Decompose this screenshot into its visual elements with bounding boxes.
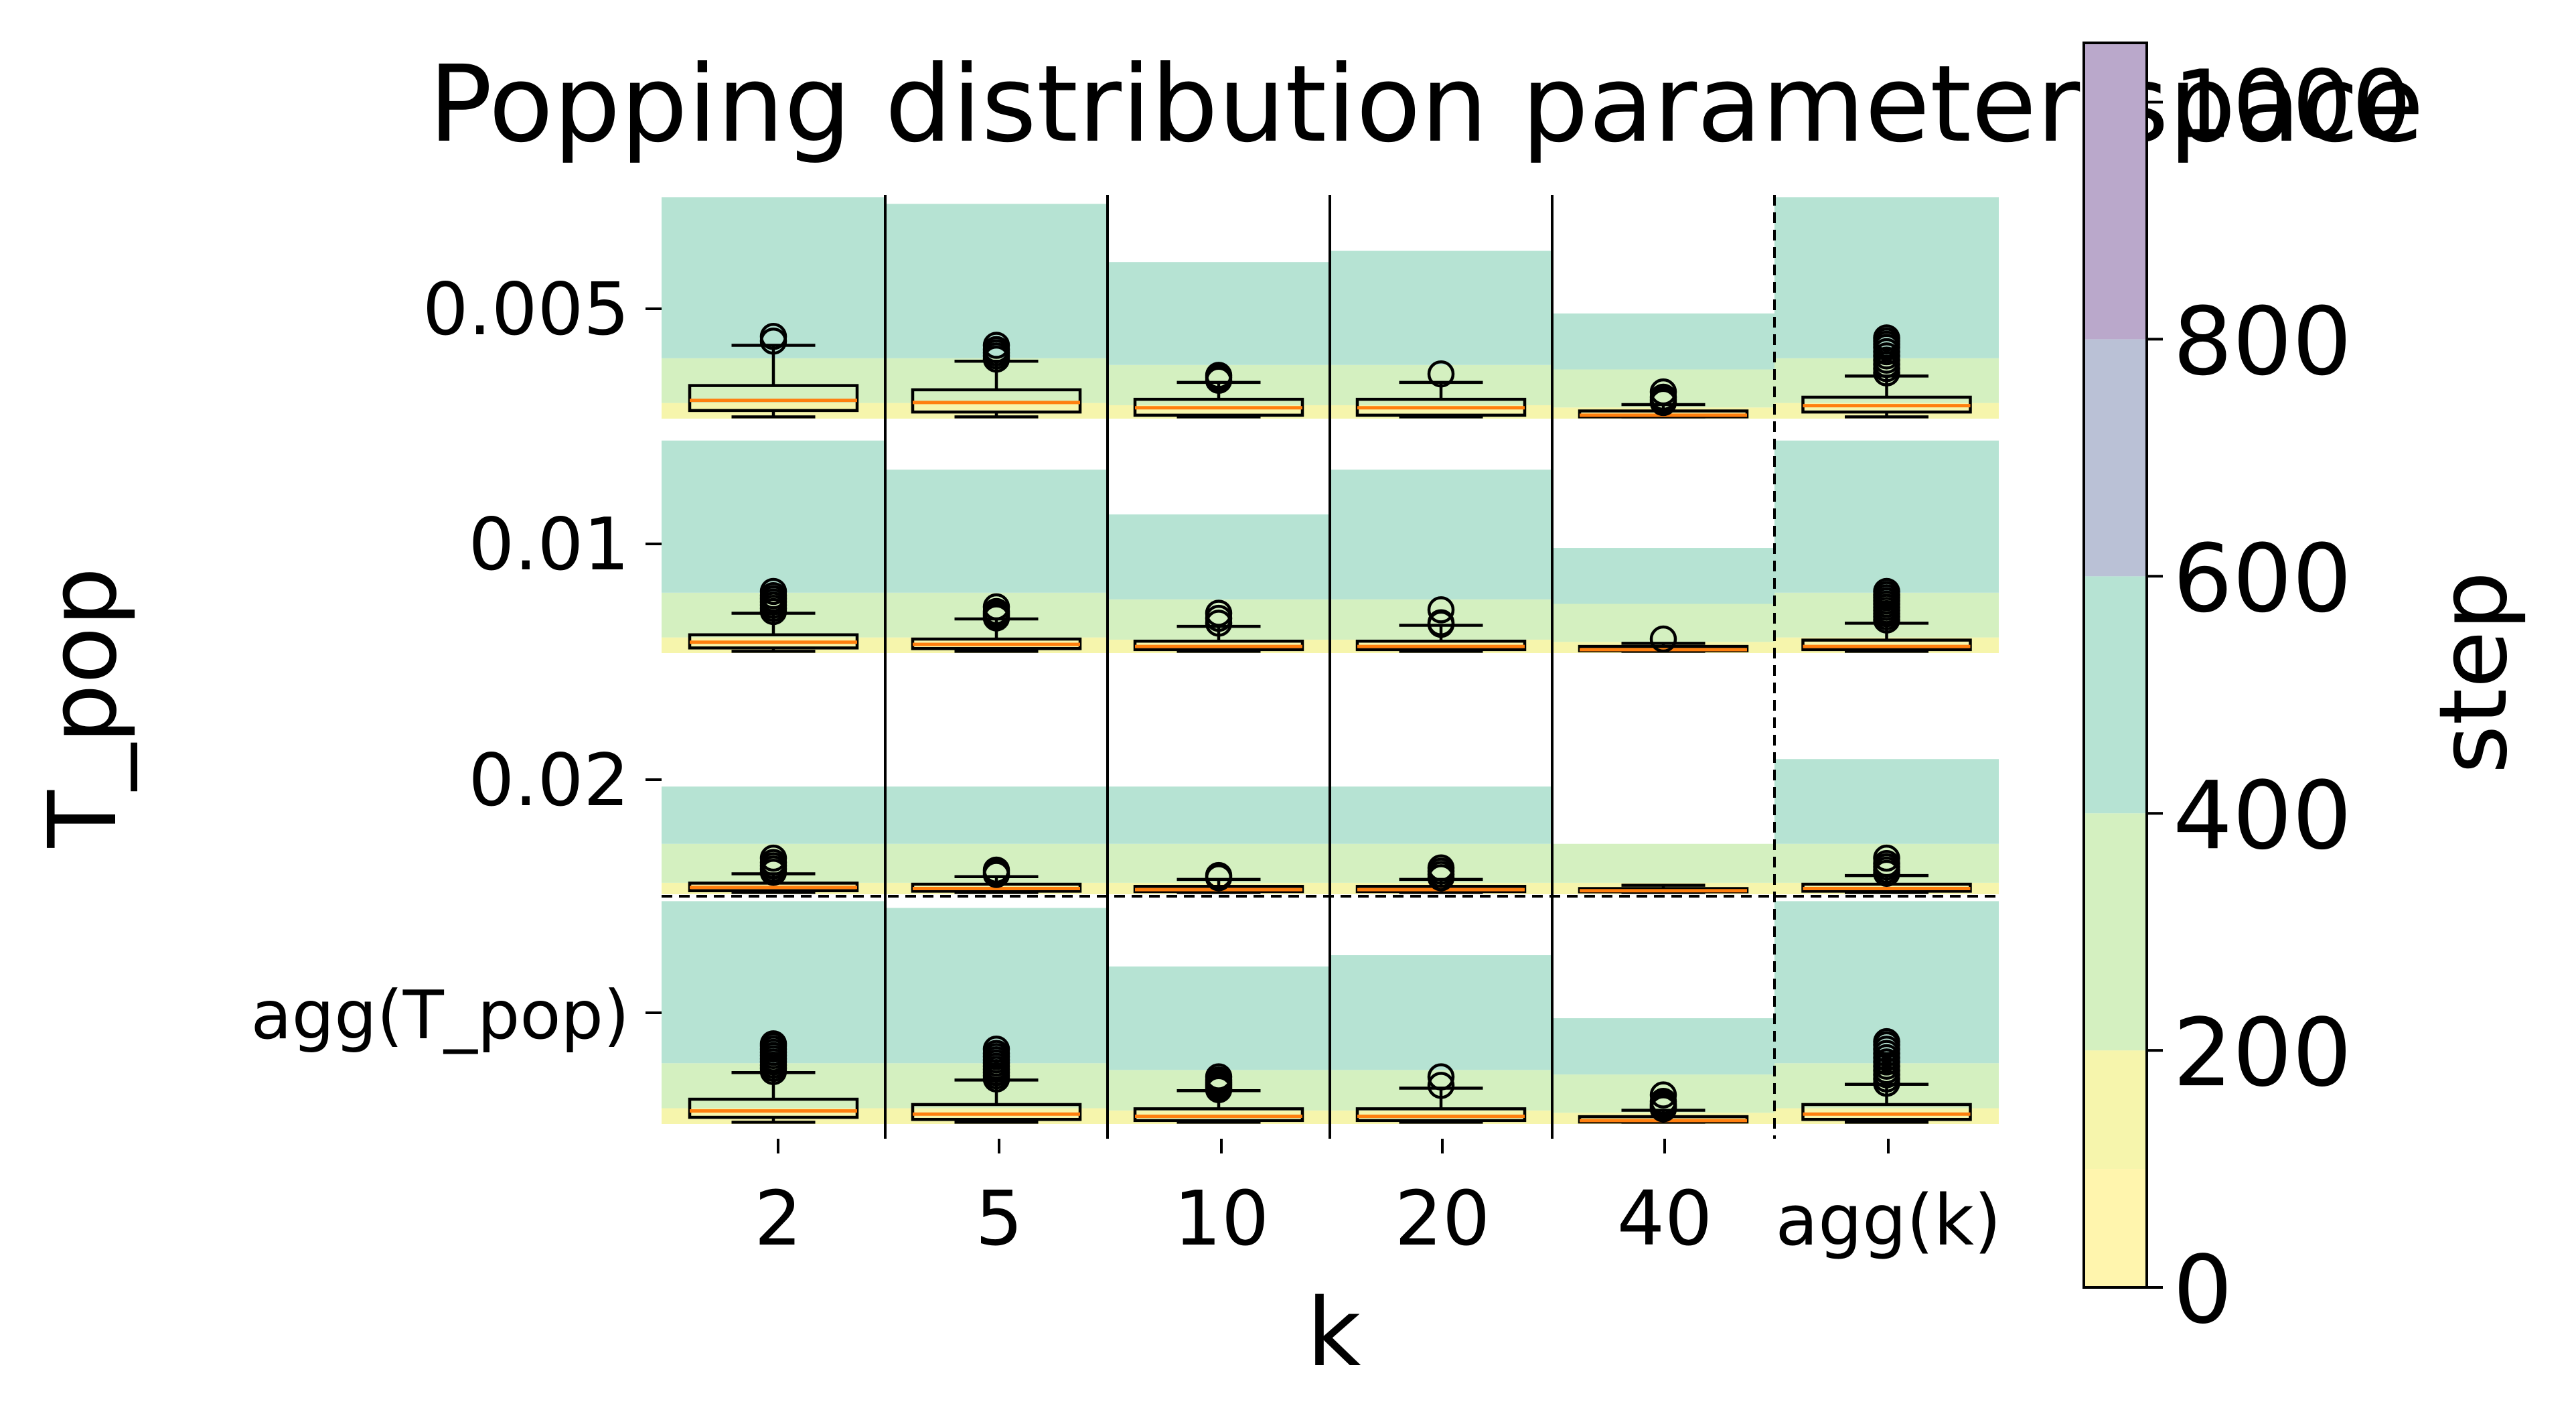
outlier-point [1427,1063,1455,1090]
cell-band [662,197,885,358]
cell-band [1108,786,1330,844]
x-tick-label: 10 [1174,1176,1270,1263]
cell-band [662,440,885,593]
colorbar-tick-label: 400 [2173,762,2352,871]
cell-band [1330,251,1552,365]
y-tick-label: 0.01 [469,503,629,587]
colorbar-segment [2084,339,2147,577]
box [1801,1103,1972,1121]
y-axis-label: T_pop [29,567,138,849]
box [911,1103,1082,1121]
cell-band [1108,514,1330,600]
cell-band [1552,604,1774,642]
outlier-point [982,1036,1010,1063]
outlier-point [1873,844,1900,872]
outlier-point [1427,609,1455,636]
outlier-point [759,577,787,606]
outlier-point [1427,1072,1455,1099]
colorbar-segment [2084,576,2147,814]
cell-band [1330,786,1552,844]
x-ticks: 2 5 10 20 40 agg(k) [754,1139,2001,1263]
outlier-point [1205,362,1233,389]
cell-band [1552,843,1774,883]
x-tick-label: 20 [1395,1176,1491,1263]
cell-band [885,470,1108,593]
outlier-point [1649,1087,1677,1115]
outlier-point [759,1030,787,1058]
x-tick-label: 5 [975,1176,1022,1263]
outlier-point [1873,1028,1900,1056]
colorbar-tick-label: 800 [2173,287,2352,397]
box [688,384,859,413]
colorbar-tick-label: 0 [2173,1236,2232,1345]
cell-band [1330,470,1552,600]
outlier-point [1873,324,1900,352]
cell-band [1552,548,1774,604]
y-tick-label: agg(T_pop) [251,976,629,1054]
colorbar-label: step [2419,571,2528,774]
x-axis-label: k [1306,1279,1361,1388]
cell-band [1108,262,1330,365]
outlier-point [1649,378,1677,406]
y-tick-label: 0.02 [469,739,629,823]
grid-separators [662,195,1999,1139]
outlier-point [1427,596,1455,624]
outlier-point [1205,861,1233,890]
outlier-point [1649,625,1677,653]
y-ticks: 0.005 0.01 0.02 agg(T_pop) [251,268,662,1054]
outlier-point [1205,600,1233,627]
x-tick-label: 2 [754,1176,802,1263]
cell-band [1552,1018,1774,1075]
colorbar: 0 200 400 600 800 1000 [2082,42,2411,1345]
box [688,1097,859,1119]
colorbar-tick-label: 600 [2173,524,2352,634]
colorbar-segment [2084,813,2147,1051]
colorbar-tick-label: 200 [2173,999,2352,1108]
box-plots [688,323,1972,1124]
outlier-point [759,844,787,872]
colorbar-frame [2082,42,2148,1289]
outlier-point [759,323,787,350]
cell-band [1774,759,1999,844]
outlier-point [982,593,1010,621]
x-tick-label: agg(k) [1775,1180,2001,1261]
outlier-point [1649,1081,1677,1109]
colorbar-segment [2084,43,2147,340]
outlier-point [1873,577,1900,606]
outlier-point [1205,1063,1233,1090]
cell-band [1552,313,1774,370]
cell-band [1330,955,1552,1070]
cell-band [1774,901,1999,1064]
cell-band [885,786,1108,844]
cell-band [1774,440,1999,593]
cell-band [662,786,885,844]
outlier-point [1427,360,1455,388]
outlier-point [1427,854,1455,882]
cell-band [1108,966,1330,1070]
cell-band [885,204,1108,358]
x-tick-label: 40 [1617,1176,1713,1263]
outlier-point [982,856,1010,884]
colorbar-segment [2084,1169,2147,1287]
y-tick-label: 0.005 [423,268,629,352]
colorbar-tick-label: 1000 [2173,50,2411,159]
outlier-point [982,332,1010,359]
colorbar-segment [2084,1050,2147,1170]
